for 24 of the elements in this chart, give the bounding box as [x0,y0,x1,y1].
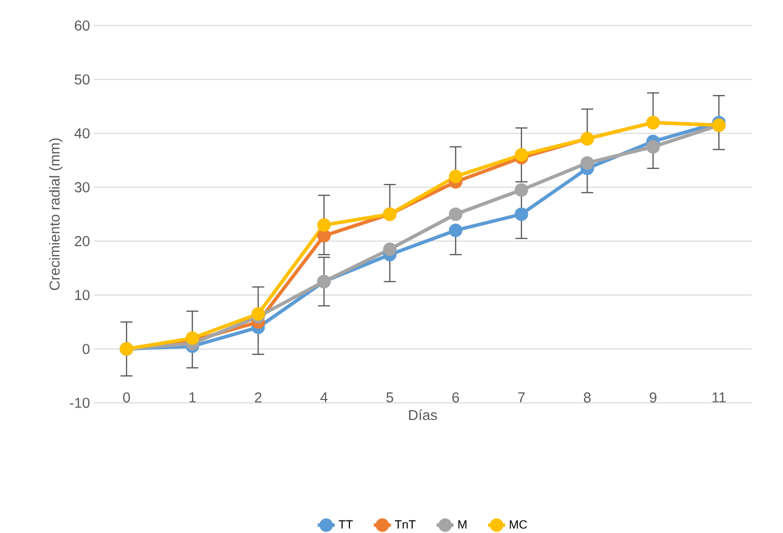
y-tick-label: 20 [74,236,90,246]
y-tick-label: 40 [74,128,90,138]
x-tick-label: 1 [189,392,196,402]
legend-label: M [458,520,466,528]
x-tick-label: 2 [254,392,262,402]
y-tick-label: 30 [74,182,90,192]
x-tick-label: 9 [650,392,656,402]
x-tick-label: 0 [123,392,130,402]
y-tick-label: 60 [74,20,90,30]
y-tick-label: 0 [82,344,90,354]
legend-label: TT [338,520,353,528]
y-tick-label: -10 [70,398,90,408]
x-tick-label: 4 [320,392,328,402]
legend-label: MC [510,520,528,529]
y-tick-label: 10 [75,290,90,300]
y-tick-label: 50 [74,74,90,84]
y-axis-title: Crecimiento radial (mm) [49,138,62,290]
x-tick-label: 8 [584,392,591,402]
x-axis-title: Días [409,409,437,420]
x-tick-label: 5 [386,392,394,402]
x-tick-label: 6 [452,392,459,402]
x-tick-label: 7 [518,392,525,402]
x-tick-label: 11 [712,392,726,402]
legend-label: TnT [394,520,416,528]
